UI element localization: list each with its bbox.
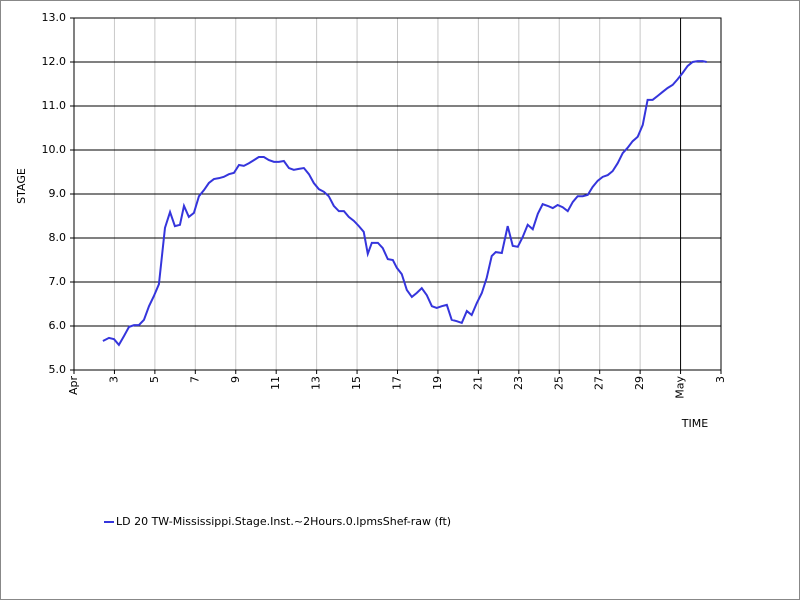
y-axis-label: STAGE [15, 168, 28, 204]
x-tick-label: 7 [188, 376, 201, 383]
x-tick-label: 17 [391, 376, 404, 390]
x-tick-label: 21 [471, 376, 484, 390]
y-tick-label: 9.0 [49, 187, 67, 200]
x-tick-label: 3 [107, 376, 120, 383]
y-tick-label: 6.0 [49, 319, 67, 332]
y-tick-label: 12.0 [42, 55, 67, 68]
y-tick-label: 8.0 [49, 231, 67, 244]
legend-label: LD 20 TW-Mississippi.Stage.Inst.~2Hours.… [116, 515, 451, 528]
plot-border [73, 17, 722, 371]
x-tick-label: 29 [633, 376, 646, 390]
x-tick-label: 3 [714, 376, 727, 383]
x-tick-label: 5 [148, 376, 161, 383]
y-tick-label: 7.0 [49, 275, 67, 288]
x-tick-label: 25 [552, 376, 565, 390]
y-tick-label: 5.0 [49, 363, 67, 376]
x-tick-label: 19 [431, 376, 444, 390]
y-tick-label: 10.0 [42, 143, 67, 156]
x-tick-label: 9 [229, 376, 242, 383]
x-axis-label: TIME [681, 417, 708, 430]
x-tick-label: May [674, 376, 687, 399]
series-line [102, 60, 707, 347]
y-tick-label: 11.0 [42, 99, 67, 112]
y-tick-label: 13.0 [42, 11, 67, 24]
x-tick-label: 15 [350, 376, 363, 390]
x-tick-label: 11 [269, 376, 282, 390]
x-tick-label: 13 [310, 376, 323, 390]
x-tick-label: Apr [67, 376, 80, 396]
x-tick-label: 27 [593, 376, 606, 390]
x-tick-label: 23 [512, 376, 525, 390]
